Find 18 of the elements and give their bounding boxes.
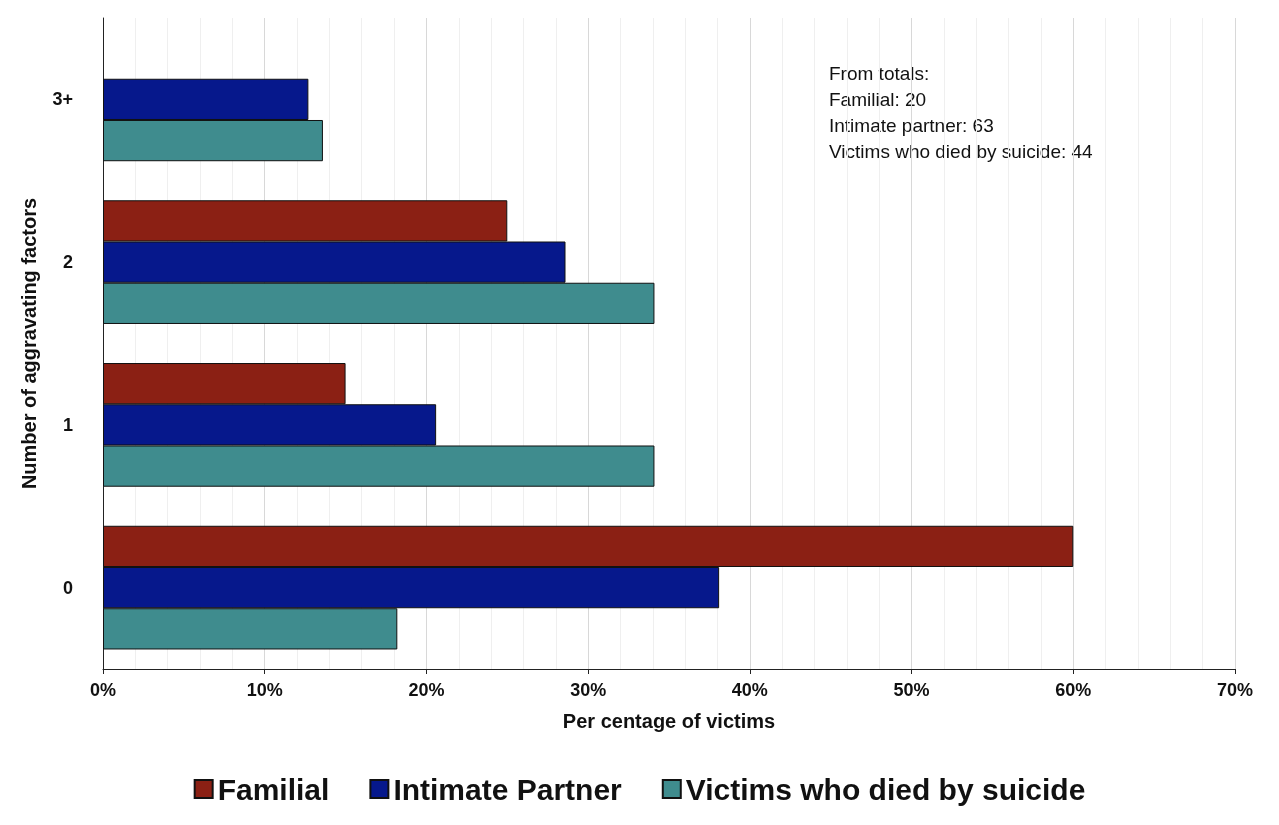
legend-label: Victims who died by suicide [685,772,1086,806]
legend-label: Familial [217,772,330,806]
y-tick-label: 0 [62,577,73,598]
x-tick-label: 40% [731,680,768,700]
x-tick-label: 50% [893,680,930,700]
y-tick-label: 1 [62,414,73,435]
legend-label: Intimate Partner [393,772,623,806]
x-tick-label: 0% [89,680,117,700]
annotation: From totals: [829,63,930,84]
x-tick-label: 60% [1055,680,1092,700]
x-tick-label: 70% [1216,680,1254,700]
y-tick-label: 3+ [52,89,73,110]
x-tick-label: 30% [570,680,607,700]
x-axis-title: Per centage of victims [562,710,776,732]
y-axis-title: Number of aggravating factors [18,197,40,490]
y-tick-label: 2 [62,252,73,273]
x-tick-label: 20% [408,680,445,700]
x-tick-label: 10% [246,680,283,700]
